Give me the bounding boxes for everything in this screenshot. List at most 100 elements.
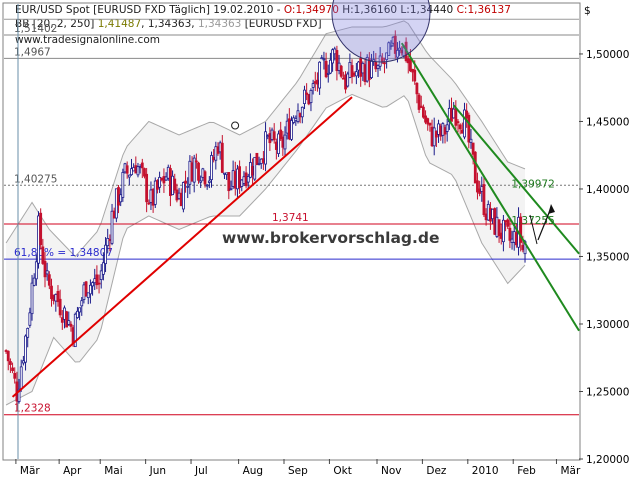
candle-body xyxy=(465,110,469,119)
candle-body xyxy=(348,62,352,78)
candle-body xyxy=(192,157,196,183)
candle-body xyxy=(149,189,153,203)
candle xyxy=(339,64,343,79)
candle xyxy=(350,59,354,84)
x-tick-label: Mai xyxy=(104,465,122,477)
candle xyxy=(69,321,73,332)
candle-body xyxy=(495,216,499,237)
candle-body xyxy=(47,274,51,286)
candle-body xyxy=(69,323,73,327)
candle xyxy=(389,40,393,50)
y-axis: 1,50000 1,45000 1,40000 1,35000 1,30000 1,250… xyxy=(579,49,629,466)
candle-body xyxy=(108,239,112,241)
candle xyxy=(277,130,280,157)
candle xyxy=(307,93,311,106)
candle-body xyxy=(119,194,123,203)
candle-body xyxy=(91,282,94,287)
candle xyxy=(220,135,224,174)
candle-body xyxy=(264,131,267,165)
candle-body xyxy=(41,246,45,264)
candle-body xyxy=(101,262,105,275)
candle-body xyxy=(292,117,296,123)
candle-body xyxy=(274,141,278,150)
candle xyxy=(463,102,466,140)
candle-body xyxy=(303,89,306,105)
candle-body xyxy=(337,62,341,71)
x-tick-label: Apr xyxy=(63,465,82,477)
candle-body xyxy=(480,186,484,192)
candle xyxy=(238,160,242,194)
candle-body xyxy=(11,367,14,372)
candle-body xyxy=(510,238,514,243)
y-tick-label: 1,45000 xyxy=(586,116,629,128)
candle-body xyxy=(409,58,412,72)
candle-body xyxy=(383,62,386,65)
candle-body xyxy=(13,372,17,379)
candle-body xyxy=(231,170,235,187)
candle xyxy=(130,158,133,176)
candle-body xyxy=(318,61,322,89)
candle-body xyxy=(26,327,30,338)
candle-body xyxy=(452,108,456,119)
candle xyxy=(65,310,69,328)
candle-body xyxy=(329,59,332,74)
candle-body xyxy=(331,49,334,64)
candle-body xyxy=(203,171,207,185)
candle-body xyxy=(207,180,211,183)
x-tick-label: Nov xyxy=(381,465,402,477)
candle-body xyxy=(396,49,399,58)
candle xyxy=(329,52,332,75)
candle xyxy=(426,117,430,131)
candle xyxy=(311,79,315,95)
candle-body xyxy=(17,388,21,402)
annotations: 1,39972 1,37255 xyxy=(231,0,555,245)
candle xyxy=(476,172,479,200)
candle-body xyxy=(307,94,311,105)
candle xyxy=(26,327,30,348)
candle xyxy=(41,238,45,265)
candle-body xyxy=(162,176,166,184)
candle-body xyxy=(298,113,302,118)
candle-body xyxy=(86,292,90,299)
candle-body xyxy=(166,166,170,179)
candle-body xyxy=(313,81,317,84)
candle-body xyxy=(421,106,425,118)
candle-body xyxy=(270,129,274,140)
candle-body xyxy=(521,245,525,251)
candle-body xyxy=(95,274,99,286)
candle-body xyxy=(467,114,471,143)
candle xyxy=(173,173,177,194)
candle-body xyxy=(184,180,187,184)
candle xyxy=(158,171,162,193)
candle-body xyxy=(132,167,136,172)
candle-body xyxy=(160,177,164,181)
candle xyxy=(493,207,497,235)
candle-body xyxy=(164,176,168,181)
x-tick-label: Feb xyxy=(517,465,536,477)
candle-body xyxy=(493,208,497,235)
candle-body xyxy=(294,118,298,121)
x-tick-label: Jun xyxy=(149,465,166,477)
candle-body xyxy=(80,300,84,307)
candle-body xyxy=(169,168,172,196)
candle-body xyxy=(419,105,423,108)
candle-body xyxy=(158,176,162,188)
candle-body xyxy=(186,185,190,188)
candle-body xyxy=(28,312,32,326)
candle-body xyxy=(281,136,285,148)
candle xyxy=(153,177,157,208)
candle-body xyxy=(460,129,464,134)
candle-body xyxy=(43,260,47,278)
arrow-head xyxy=(548,204,555,214)
candle-body xyxy=(478,188,482,194)
level-label-3: 1,3741 xyxy=(272,212,309,224)
candle xyxy=(283,126,287,158)
candle xyxy=(246,173,250,190)
candle-body xyxy=(67,320,71,325)
candle-body xyxy=(277,133,280,154)
y-tick-label: 1,50000 xyxy=(586,49,629,61)
horizontal-levels: 1,51402 1,4967 1,40275 1,3741 61,80% = 1,348… xyxy=(4,18,579,416)
x-tick-label: Mär xyxy=(20,465,40,477)
candle xyxy=(24,334,27,371)
candle-body xyxy=(434,131,438,138)
